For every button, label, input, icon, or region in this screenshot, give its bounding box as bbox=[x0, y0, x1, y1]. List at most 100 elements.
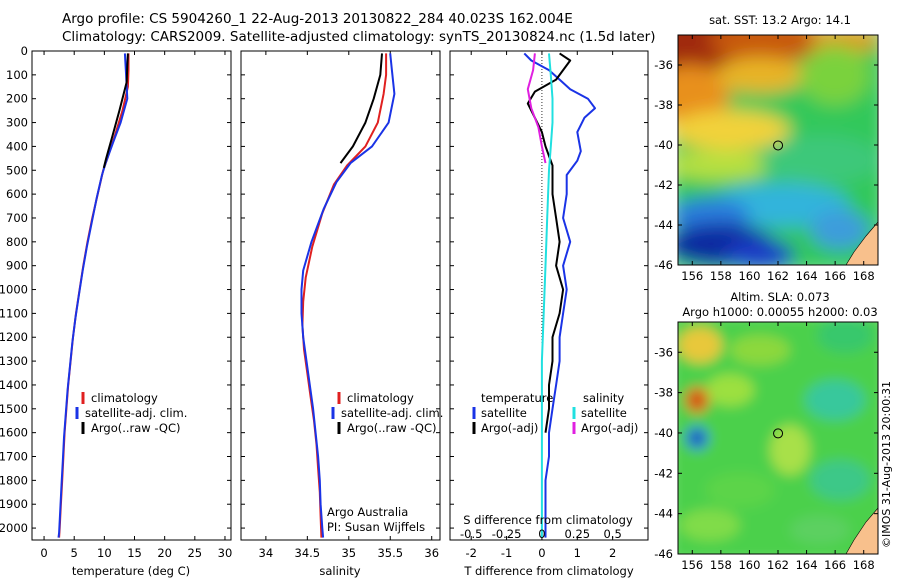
sst-map-ytick-label: -42 bbox=[654, 178, 673, 192]
depth-tick-label: 1900 bbox=[0, 497, 28, 511]
legend-label-temperature-argo: Argo(-adj) bbox=[481, 421, 538, 435]
depth-tick-label: 300 bbox=[6, 116, 28, 130]
temperature-xtick-label: 10 bbox=[97, 546, 112, 560]
legend-label-salinity-argo: Argo(-adj) bbox=[581, 421, 638, 435]
legend-label-salinity-satellite: satellite bbox=[581, 406, 627, 420]
difference-secondary-tick-labels: -0.5 -0.25 0 0.25 0.5 bbox=[460, 527, 622, 541]
salinity-xtick-label: 34.5 bbox=[295, 546, 321, 560]
legend-label-climatology: climatology bbox=[91, 391, 158, 405]
depth-tick-label: 1000 bbox=[0, 283, 28, 297]
sst-map-argo-location-marker bbox=[773, 140, 784, 151]
sla-map-ytick-label: -38 bbox=[654, 386, 673, 400]
salinity-legend: climatology satellite-adj. clim. Argo(..… bbox=[331, 391, 443, 435]
difference-secondary-tick-label: 0 bbox=[538, 527, 545, 541]
depth-tick-label: 1300 bbox=[0, 354, 28, 368]
sst-map-ytick-label: -36 bbox=[654, 58, 673, 72]
sst-map-xtick-label: 168 bbox=[853, 269, 875, 283]
temperature-series-argo-raw-qc bbox=[102, 53, 129, 169]
depth-tick-label: 600 bbox=[6, 187, 28, 201]
legend-label-argo: Argo(..raw -QC) bbox=[347, 421, 437, 435]
salinity-xtick-label: 34 bbox=[259, 546, 274, 560]
difference-panel-frame bbox=[449, 50, 649, 541]
sla-map-field bbox=[678, 322, 878, 554]
sst-map-xtick-label: 162 bbox=[767, 269, 789, 283]
difference-secondary-tick-label: -0.5 bbox=[460, 527, 482, 541]
salinity-xtick-label: 35 bbox=[341, 546, 356, 560]
sst-map-xtick-label: 166 bbox=[824, 269, 846, 283]
sla-map-ytick-label: -42 bbox=[654, 466, 673, 480]
salinity-xlabel: salinity bbox=[319, 564, 360, 578]
depth-tick-label: 2000 bbox=[0, 521, 28, 535]
depth-tick-label: 200 bbox=[6, 92, 28, 106]
imos-timestamp: ©IMOS 31-Aug-2013 20:00:31 bbox=[880, 381, 893, 548]
temperature-panel: 0 5 10 15 20 25 30 bbox=[32, 50, 233, 560]
sst-map-ytick-label: -40 bbox=[654, 138, 673, 152]
difference-legend: temperature satellite Argo(-adj) salinit… bbox=[472, 391, 638, 435]
temperature-series-satellite-adj-clim bbox=[57, 53, 129, 538]
plot-title-line2: Climatology: CARS2009. Satellite-adjuste… bbox=[62, 29, 656, 45]
plot-title-line1: Argo profile: CS 5904260_1 22-Aug-2013 2… bbox=[62, 11, 573, 27]
sla-map-xtick-label: 160 bbox=[738, 558, 760, 572]
salinity-annotation-line2: PI: Susan Wijffels bbox=[327, 520, 425, 534]
temperature-xtick-label: 0 bbox=[40, 546, 47, 560]
sst-map-ytick-label: -46 bbox=[654, 258, 673, 272]
difference-xtick-label: 1 bbox=[574, 546, 581, 560]
difference-series-salinity-argo-adj bbox=[526, 53, 547, 164]
sla-map-ytick-label: -36 bbox=[654, 345, 673, 359]
salinity-panel: 34 34.5 35 35.5 36 bbox=[241, 50, 440, 560]
depth-tick-label: 500 bbox=[6, 163, 28, 177]
legend-label-argo: Argo(..raw -QC) bbox=[91, 421, 181, 435]
temperature-xtick-label: 30 bbox=[218, 546, 233, 560]
legend-group-title-temperature: temperature bbox=[481, 391, 553, 405]
sst-map-ytick-label: -38 bbox=[654, 98, 673, 112]
difference-xtick-label: -1 bbox=[501, 546, 512, 560]
legend-label-satellite: satellite-adj. clim. bbox=[341, 406, 443, 420]
difference-panel: -2 -1 0 1 2 bbox=[450, 50, 648, 560]
difference-xtick-label: -2 bbox=[465, 546, 476, 560]
difference-xtick-label: 2 bbox=[609, 546, 616, 560]
temperature-series-climatology bbox=[58, 53, 130, 538]
temperature-xtick-label: 5 bbox=[71, 546, 78, 560]
sst-map-ytick-label: -44 bbox=[654, 218, 673, 232]
legend-label-satellite: satellite-adj. clim. bbox=[85, 406, 187, 420]
depth-tick-label: 1500 bbox=[0, 402, 28, 416]
sst-map-title: sat. SST: 13.2 Argo: 14.1 bbox=[709, 13, 851, 27]
sla-map-ytick-label: -46 bbox=[654, 547, 673, 561]
sst-map-xtick-label: 158 bbox=[710, 269, 732, 283]
sla-map-xtick-label: 162 bbox=[767, 558, 789, 572]
depth-tick-label: 1800 bbox=[0, 473, 28, 487]
sla-map-xtick-label: 158 bbox=[710, 558, 732, 572]
legend-label-climatology: climatology bbox=[347, 391, 414, 405]
sla-map-ytick-label: -44 bbox=[654, 507, 673, 521]
temperature-xtick-label: 20 bbox=[157, 546, 172, 560]
temperature-panel-frame bbox=[31, 50, 232, 541]
difference-series-temperature-argo-adj bbox=[526, 52, 572, 433]
sst-map-xtick-label: 164 bbox=[796, 269, 818, 283]
difference-secondary-tick-label: -0.25 bbox=[492, 527, 522, 541]
sla-map-argo-location-marker bbox=[773, 428, 784, 439]
depth-tick-label: 400 bbox=[6, 139, 28, 153]
sla-map-ytick-label: -40 bbox=[654, 426, 673, 440]
sla-map-xtick-label: 168 bbox=[853, 558, 875, 572]
depth-tick-label: 900 bbox=[6, 259, 28, 273]
depth-tick-label: 0 bbox=[21, 44, 28, 58]
depth-tick-label: 1200 bbox=[0, 330, 28, 344]
depth-tick-label: 100 bbox=[6, 68, 28, 82]
sla-map-xtick-label: 164 bbox=[796, 558, 818, 572]
legend-label-temperature-satellite: satellite bbox=[481, 406, 527, 420]
temperature-xlabel: temperature (deg C) bbox=[72, 564, 190, 578]
difference-xtick-label: 0 bbox=[538, 546, 545, 560]
depth-tick-label: 700 bbox=[6, 211, 28, 225]
difference-series-temperature-satellite bbox=[523, 52, 596, 538]
sst-map-xtick-label: 156 bbox=[681, 269, 703, 283]
salinity-series-satellite-adj-clim bbox=[300, 53, 396, 538]
difference-series-salinity-satellite bbox=[540, 53, 554, 538]
salinity-xtick-label: 35.5 bbox=[377, 546, 403, 560]
salinity-panel-frame bbox=[240, 50, 441, 541]
difference-xlabel: T difference from climatology bbox=[463, 564, 634, 578]
sla-map-ticks: 156 158 160 162 164 166 168 -36 -38 -40 -42 -44 -46 bbox=[654, 322, 878, 572]
sla-map-title: Altim. SLA: 0.073 bbox=[730, 290, 829, 304]
sla-map-subtitle: Argo h1000: 0.00055 h2000: 0.03 bbox=[682, 305, 877, 319]
temperature-xtick-label: 25 bbox=[187, 546, 202, 560]
